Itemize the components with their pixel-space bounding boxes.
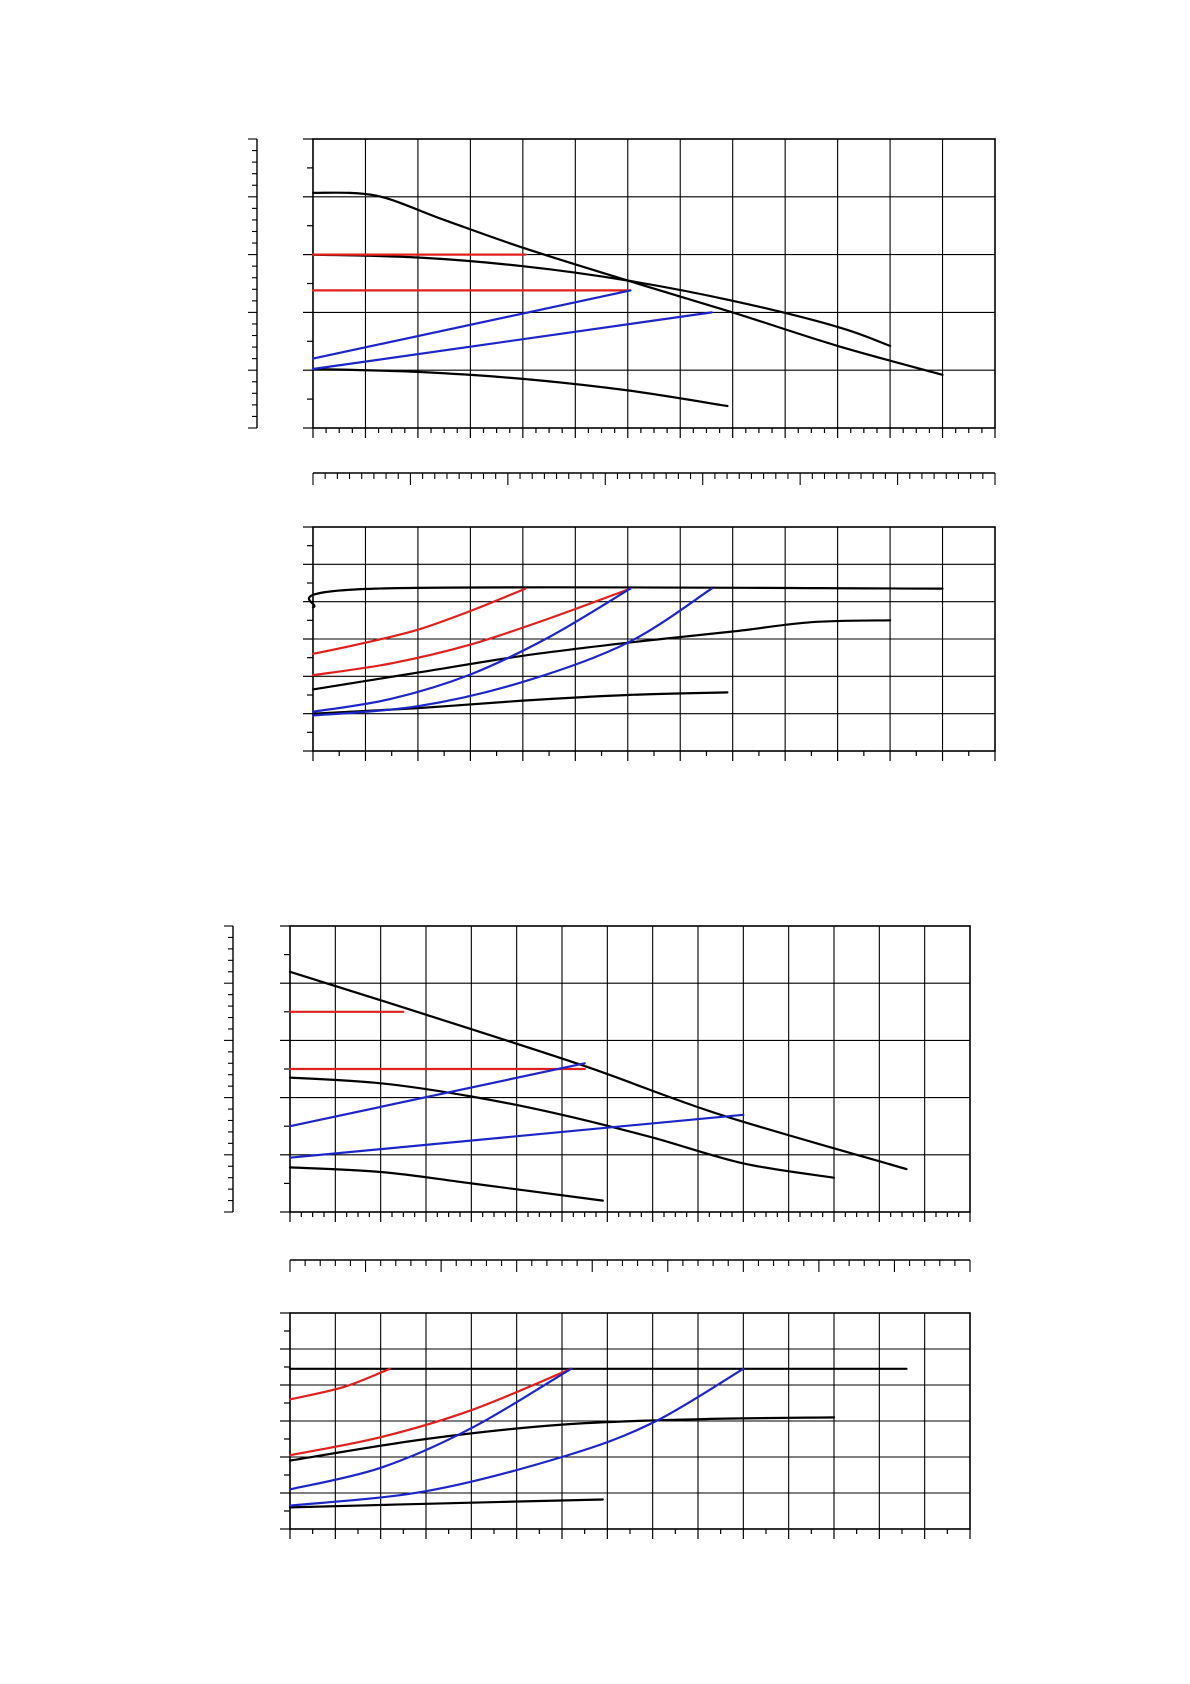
- series-line-black-0: [311, 191, 944, 376]
- series-line-blue-6: [288, 1113, 745, 1159]
- series-line-black-2: [288, 1498, 604, 1509]
- series-line-black-1: [288, 1416, 836, 1462]
- series-line-blue-6: [311, 311, 713, 371]
- series-line-red-4: [311, 587, 632, 677]
- chart-head-bottom-pump: [224, 925, 971, 1222]
- series-line-red-3: [288, 1367, 391, 1401]
- shared-x-axis-ruler-top: [312, 472, 996, 485]
- plot-frame: [312, 138, 996, 429]
- chart-power-bottom-pump: [280, 1312, 971, 1539]
- series-line-black-1: [288, 1076, 836, 1179]
- shared-x-axis-ruler-bottom: [289, 1259, 971, 1272]
- series-line-black-0: [288, 970, 908, 1171]
- series-line-black-2: [311, 367, 729, 408]
- series-line-black-1: [311, 619, 892, 691]
- series-line-black-0: [307, 586, 944, 609]
- chart-head-top-pump: [248, 138, 996, 438]
- series-line-red-3: [311, 587, 527, 655]
- series-line-blue-5: [311, 587, 632, 713]
- series-line-black-2: [288, 1166, 604, 1202]
- chart-power-top-pump: [303, 526, 996, 761]
- series-line-blue-5: [288, 1367, 573, 1491]
- series-line-blue-6: [311, 587, 713, 717]
- series-line-blue-5: [288, 1062, 586, 1128]
- series-line-blue-5: [311, 289, 632, 360]
- series-line-black-1: [311, 253, 892, 347]
- series-line-blue-6: [288, 1367, 745, 1507]
- series-line-red-4: [288, 1367, 573, 1457]
